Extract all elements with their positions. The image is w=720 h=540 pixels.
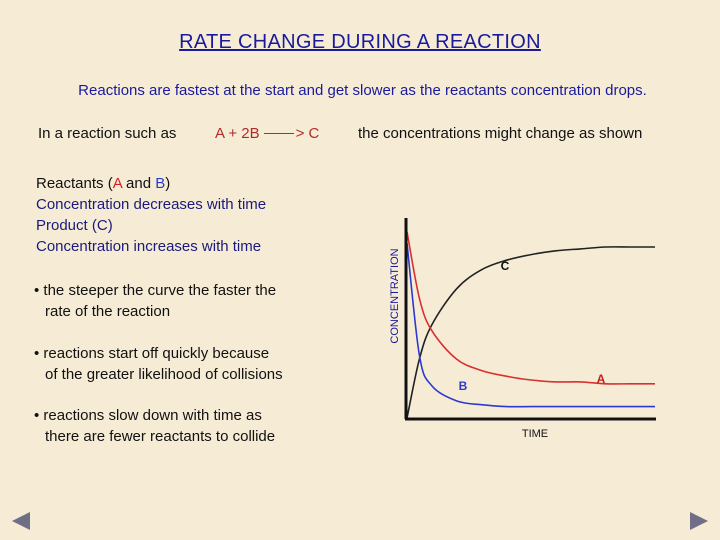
product-line: Product (C) xyxy=(36,217,113,234)
equation: A + 2B > C xyxy=(215,125,319,142)
equation-right: > C xyxy=(295,125,320,142)
product-concentration: Concentration increases with time xyxy=(36,238,262,255)
page-title: RATE CHANGE DURING A REACTION xyxy=(179,31,541,53)
x-axis-label: TIME xyxy=(522,428,548,440)
bullet-steeper: • the steeper the curve the faster the ra… xyxy=(34,282,277,320)
series-line-b xyxy=(406,243,656,408)
previous-slide-icon[interactable] xyxy=(12,512,30,530)
series-label-a: A xyxy=(597,372,606,386)
intro-suffix: the concentrations might change as shown xyxy=(358,125,643,142)
series-label-b: B xyxy=(459,379,468,393)
arrow-icon xyxy=(263,132,294,134)
y-axis-label: CONCENTRATION xyxy=(389,248,401,343)
reactants-block: Reactants (A and B) Concentration decrea… xyxy=(36,173,266,257)
series-label-c: C xyxy=(501,259,510,273)
bullet-start-quickly: • reactions start off quickly because of … xyxy=(34,345,283,383)
subtitle: Reactions are fastest at the start and g… xyxy=(78,82,647,99)
reactants-line: Reactants (A and B) xyxy=(36,175,171,192)
next-slide-icon[interactable] xyxy=(690,512,708,530)
intro-prefix: In a reaction such as xyxy=(38,125,177,142)
bullet-slow-down: • reactions slow down with time as there … xyxy=(34,407,276,445)
equation-left: A + 2B xyxy=(215,125,260,142)
reactants-concentration: Concentration decreases with time xyxy=(36,196,267,213)
series-line-c xyxy=(406,246,655,419)
series-line-a xyxy=(406,231,655,385)
